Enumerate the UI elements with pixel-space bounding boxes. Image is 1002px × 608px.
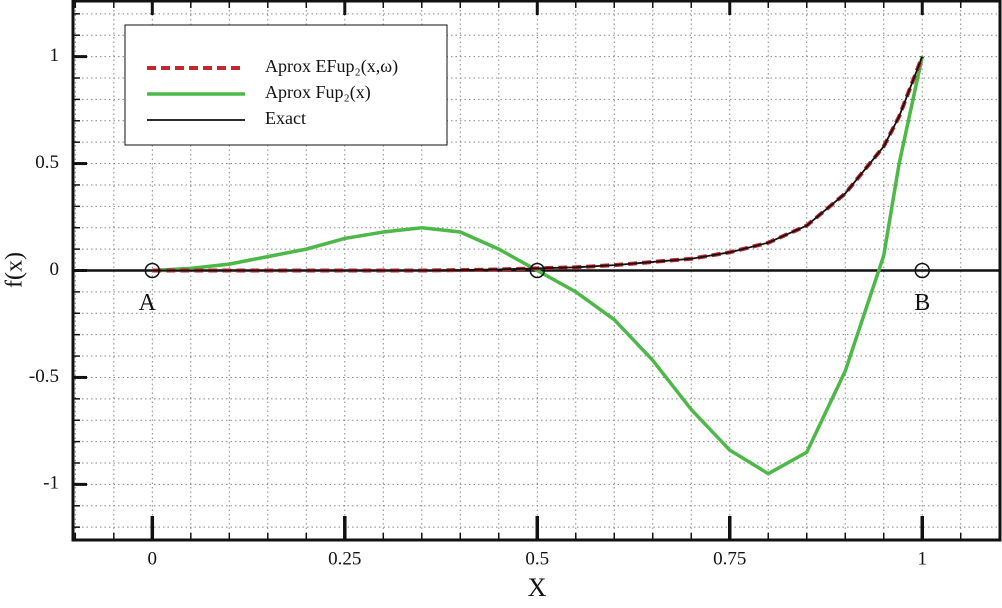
x-tick-label: 0.5 <box>525 548 549 569</box>
legend-box <box>124 24 448 146</box>
series-line <box>152 56 924 272</box>
y-tick-label: 0.5 <box>35 152 59 173</box>
legend-label: Aprox EFup₂(x,ω) <box>265 56 398 77</box>
x-tick-label: 0.25 <box>328 548 361 569</box>
point-marker <box>144 262 161 279</box>
x-tick-label: 1 <box>917 548 927 569</box>
legend-label: Aprox Fup₂(x) <box>265 82 371 103</box>
x-axis-label: X <box>528 573 547 602</box>
y-axis-label: f(x) <box>2 252 28 288</box>
point-marker <box>914 262 930 279</box>
y-tick-label: -0.5 <box>29 366 59 387</box>
y-tick-label: 1 <box>50 45 60 66</box>
plot-frame <box>71 0 1002 542</box>
x-tick-label: 0.75 <box>713 548 746 569</box>
legend-label: Exact <box>265 108 306 128</box>
series-line <box>152 56 924 476</box>
y-tick-label: -1 <box>43 473 59 494</box>
point-label: A <box>139 290 157 316</box>
x-tick-label: 0 <box>148 548 158 569</box>
point-marker <box>529 262 546 279</box>
point-label: B <box>914 290 930 316</box>
y-tick-label: 0 <box>50 259 60 280</box>
